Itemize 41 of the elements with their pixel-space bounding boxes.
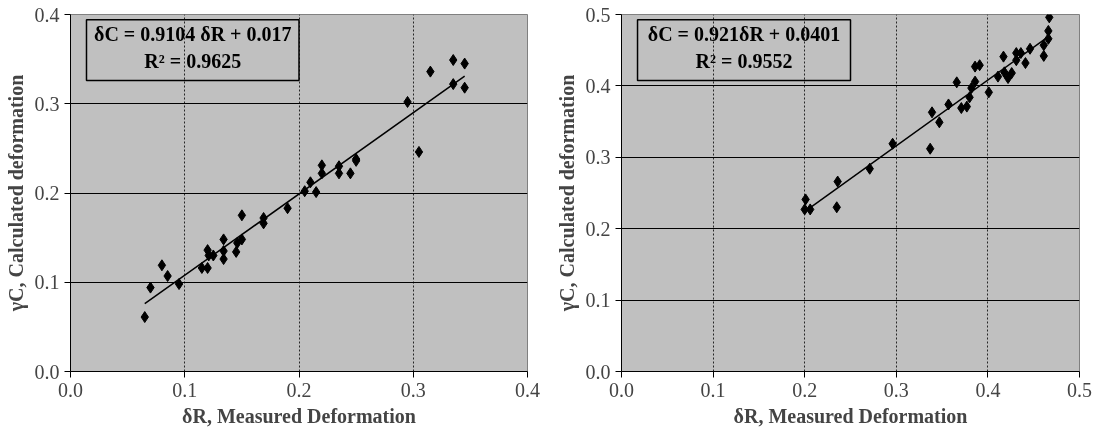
x-axis-title: δR, Measured Deformation [182,404,416,427]
x-tick-label: 0.3 [883,378,909,401]
annotation: R² = 0.9552 [695,50,793,73]
x-tick-label: 0.1 [172,378,198,401]
y-tick-label: 0.4 [34,3,60,26]
point [927,106,937,119]
y-tick-label: 0.1 [585,289,611,312]
point [311,186,321,199]
point [237,233,247,246]
x-axis-title: δR, Measured Deformation [733,404,968,427]
y-tick-label: 0.3 [34,92,60,115]
y-tick-label: 0.3 [585,146,611,169]
y-tick-label: 0.2 [585,217,611,240]
point [174,278,184,291]
point [970,75,980,88]
point [1025,42,1035,55]
x-tick-label: 0.3 [400,378,426,401]
x-tick-label: 0.0 [609,378,634,401]
point [1045,14,1054,24]
y-tick-label: 0.5 [585,3,611,26]
x-tick-label: 0.1 [700,378,726,401]
y-axis-title: γC, Calculated deformation [4,74,28,313]
point [237,209,247,222]
y-tick-label: 0.0 [34,360,60,383]
point [157,259,167,272]
x-tick-label: 0.0 [58,378,83,401]
y-tick-label: 0.2 [34,182,60,204]
annotation: δC = 0.9104 δR + 0.017 [94,23,292,46]
x-tick-label: 0.4 [515,378,540,401]
annotation: δC = 0.921δR + 0.0401 [647,23,841,46]
y-tick-label: 0.0 [585,360,611,383]
point [414,145,424,158]
y-tick-label: 0.4 [585,74,611,97]
annotation: R² = 0.9625 [144,50,242,73]
y-axis-title: γC, Calculated deformation [555,74,579,313]
x-tick-label: 0.2 [792,378,818,401]
y-tick-label: 0.1 [34,271,60,294]
x-tick-label: 0.4 [975,378,1001,401]
x-tick-label: 0.2 [286,378,312,401]
x-tick-label: 0.5 [1067,378,1092,401]
point [163,270,172,282]
